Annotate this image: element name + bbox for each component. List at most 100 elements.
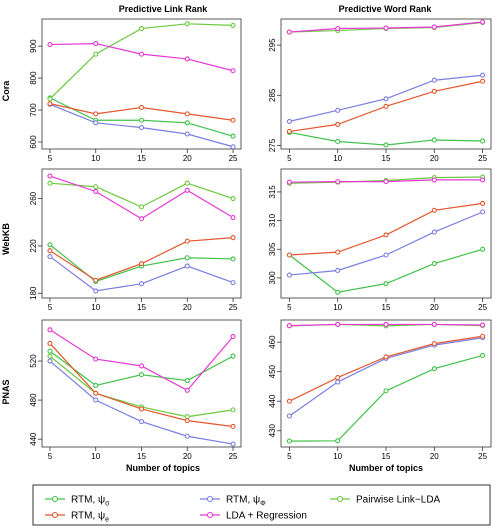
point-rtm_sigma [138,117,145,123]
point-rtm_sigma [383,142,389,148]
x-tick-label: 15 [137,303,146,312]
point-rtm_e [286,398,292,404]
series-line-lda_reg [49,42,234,72]
y-tick-label: 180 [29,286,38,300]
panel-frame [41,168,242,299]
x-tick-label: 25 [478,154,487,163]
y-tick-label: 480 [29,393,38,407]
legend-label: RTM, ψΦ [226,495,266,508]
panel-1-1: 5 10 15 20 25 300 305 310 315 [268,168,492,312]
y-tick-label: 315 [268,185,277,199]
panel-2-0: 5 10 15 20 25 440 480 520 [29,319,242,461]
x-tick-label: 5 [287,452,292,461]
legend-label: RTM, ψσ [71,495,110,508]
x-tick-label: 20 [430,154,439,163]
point-rtm_phi [184,433,190,439]
point-rtm_e [93,111,99,117]
y-tick-label: 295 [268,38,277,52]
point-rtm_sigma [184,120,190,126]
point-rtm_e [286,128,292,134]
point-rtm_phi [480,72,486,78]
point-rtm_e [335,121,341,127]
point-pairwise [184,21,190,27]
point-rtm_sigma [383,388,389,394]
point-rtm_phi [431,77,437,83]
x-tick-label: 10 [333,154,342,163]
panel-frame [41,319,242,448]
panel-2-1: 5 10 15 20 25 430 440 450 460 [268,319,492,461]
x-tick-label: 15 [137,452,146,461]
point-rtm_e [230,235,236,241]
point-lda_reg [184,56,190,62]
point-lda_reg [47,173,53,179]
point-rtm_sigma [480,246,486,252]
legend-label: Pairwise Link−LDA [356,495,441,506]
legend-label: RTM, ψe [71,511,109,524]
point-lda_reg [480,19,486,25]
y-tick-label: 450 [268,364,277,378]
y-tick-label: 800 [29,71,38,85]
x-tick-label: 20 [183,452,192,461]
point-rtm_e [383,354,389,360]
point-rtm_phi [286,413,292,419]
point-lda_reg [138,216,145,222]
series-line-lda_reg [49,175,234,220]
point-pairwise [230,22,236,28]
point-rtm_e [480,333,486,339]
legend-item-lda_reg: LDA + Regression [200,511,307,522]
x-tick-label: 10 [333,303,342,312]
point-lda_reg [383,179,389,185]
point-rtm_e [47,248,53,254]
point-pairwise [93,51,99,57]
x-tick-label: 10 [91,154,100,163]
y-tick-label: 600 [29,135,38,149]
legend-item-rtm_phi: RTM, ψΦ [200,495,266,508]
legend-swatch-marker [206,495,214,503]
series-line-pairwise [49,182,234,208]
point-rtm_phi [230,144,236,150]
point-lda_reg [480,322,486,328]
point-rtm_phi [93,288,99,294]
point-lda_reg [431,321,437,327]
point-rtm_phi [286,118,292,124]
point-rtm_sigma [184,378,190,384]
point-lda_reg [286,179,292,185]
legend-item-rtm_e: RTM, ψe [45,511,109,524]
point-rtm_e [431,88,437,94]
panel-frame [280,18,492,150]
point-rtm_sigma [383,281,389,287]
point-lda_reg [184,387,190,393]
point-rtm_phi [47,358,53,364]
x-tick-label: 5 [287,303,292,312]
point-rtm_phi [93,120,99,126]
x-tick-label: 10 [333,452,342,461]
x-axis-label-right: Number of topics [349,463,423,473]
point-rtm_e [480,200,486,206]
point-rtm_e [335,375,341,381]
x-tick-label: 15 [382,154,391,163]
legend-swatch-marker [51,511,59,519]
point-rtm_phi [383,252,389,258]
point-rtm_e [230,117,236,123]
point-rtm_sigma [286,438,292,444]
point-rtm_sigma [47,242,53,248]
point-rtm_e [93,390,99,396]
point-rtm_phi [480,209,486,215]
series-line-rtm_sigma [289,354,483,442]
x-tick-label: 5 [287,154,292,163]
y-tick-label: 440 [268,394,277,408]
point-lda_reg [138,363,145,369]
x-tick-label: 5 [48,303,53,312]
legend-swatch-marker [51,495,59,503]
point-rtm_e [480,78,486,84]
row-label-pnas: PNAS [1,379,11,404]
point-rtm_sigma [335,289,341,295]
point-lda_reg [480,177,486,183]
x-tick-label: 20 [430,303,439,312]
series-line-rtm_sigma [49,97,234,137]
y-tick-label: 900 [29,39,38,53]
panel-frame [280,319,492,448]
point-rtm_sigma [138,372,145,378]
point-lda_reg [335,179,341,185]
y-tick-label: 520 [29,354,38,368]
